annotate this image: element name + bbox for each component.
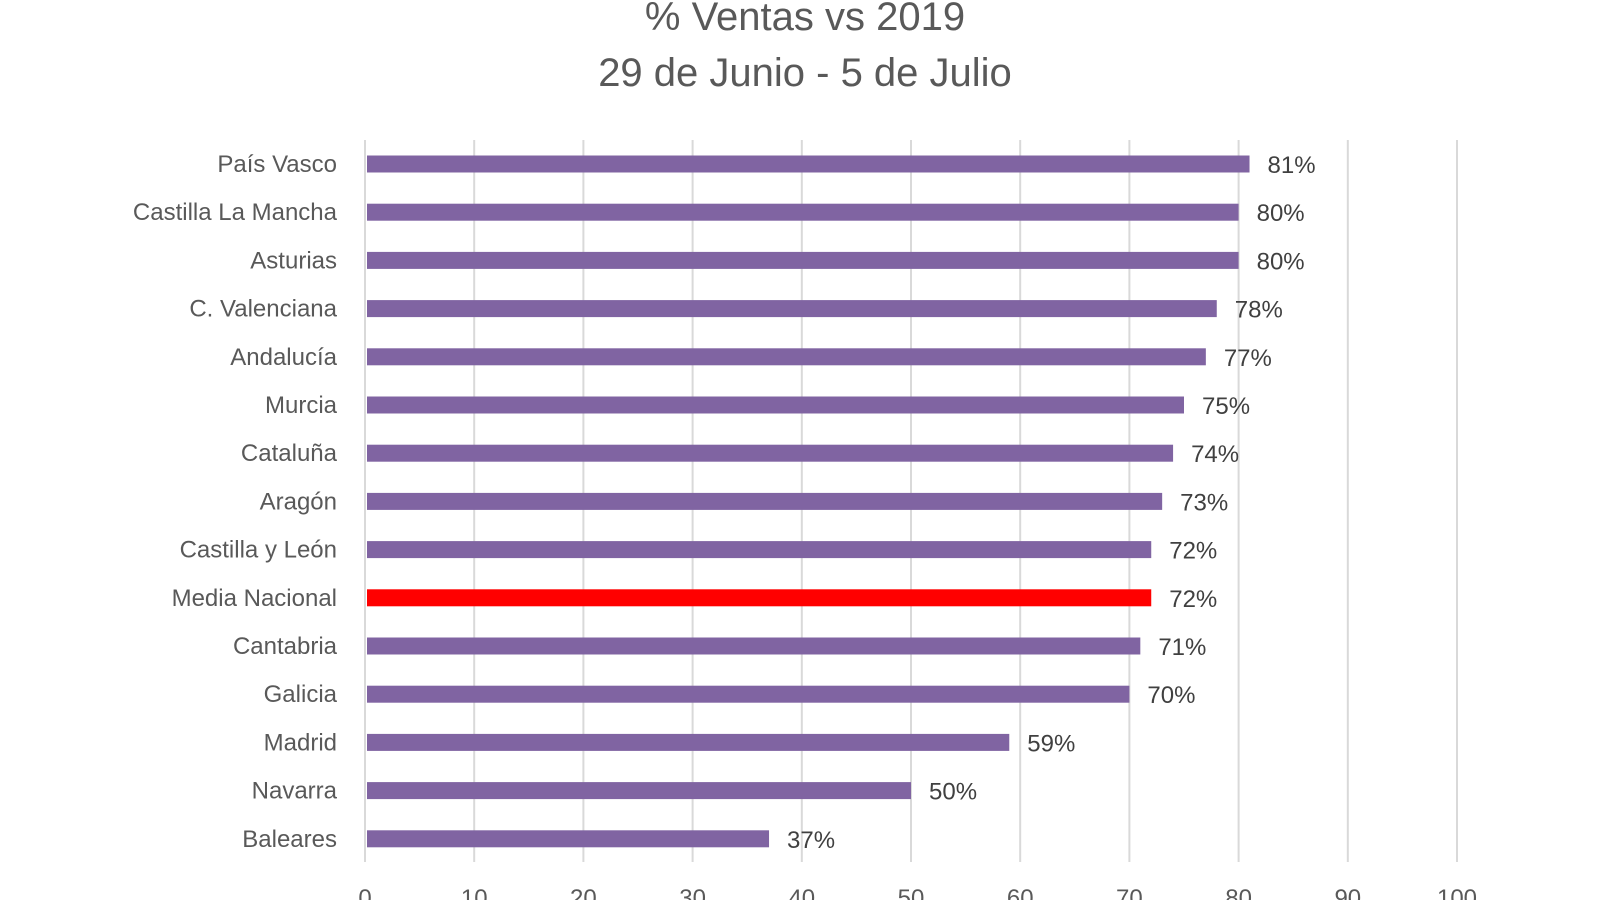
x-tick-label: 80 (1225, 885, 1252, 900)
data-label: 72% (1169, 586, 1217, 613)
data-label: 77% (1224, 345, 1272, 372)
category-label: País Vasco (217, 151, 337, 178)
bar (367, 492, 1163, 510)
x-tick-label: 30 (679, 885, 706, 900)
category-label: Asturias (250, 247, 337, 274)
bar (367, 155, 1250, 173)
bar (367, 396, 1184, 414)
category-label: Galicia (264, 681, 338, 708)
x-axis-ticks: 0 10 20 30 40 50 60 70 80 90 100 (358, 885, 1477, 900)
bar (367, 251, 1239, 269)
data-label: 70% (1147, 682, 1195, 709)
category-labels: País Vasco Castilla La Mancha Asturias C. V… (133, 151, 338, 853)
data-label: 78% (1235, 297, 1283, 324)
bar (367, 685, 1130, 703)
data-label: 73% (1180, 489, 1228, 516)
category-label: Media Nacional (172, 585, 337, 612)
category-label: Cataluña (241, 440, 338, 467)
chart-subtitle: 29 de Junio - 5 de Julio (598, 51, 1012, 95)
bar (367, 733, 1010, 751)
data-label: 74% (1191, 441, 1239, 468)
bar (367, 348, 1206, 366)
chart-title: % Ventas vs 2019 (645, 0, 965, 39)
data-label: 50% (929, 779, 977, 806)
category-label: C. Valenciana (189, 296, 337, 323)
x-tick-label: 20 (570, 885, 597, 900)
data-label: 37% (787, 827, 835, 854)
bar (367, 830, 770, 848)
x-tick-label: 70 (1116, 885, 1143, 900)
x-tick-label: 40 (788, 885, 815, 900)
bar (367, 637, 1141, 655)
x-tick-label: 10 (461, 885, 488, 900)
bars (367, 155, 1250, 848)
bar (367, 444, 1174, 462)
category-label: Murcia (265, 392, 338, 419)
bar (367, 541, 1152, 559)
category-label: Madrid (264, 729, 337, 756)
x-tick-label: 0 (358, 885, 371, 900)
category-label: Navarra (252, 778, 338, 805)
x-tick-label: 90 (1334, 885, 1361, 900)
category-label: Andalucía (230, 344, 337, 371)
data-label: 80% (1257, 248, 1305, 275)
category-label: Baleares (242, 826, 337, 853)
x-tick-label: 100 (1437, 885, 1477, 900)
data-label: 80% (1257, 200, 1305, 227)
category-label: Cantabria (233, 633, 338, 660)
data-label: 72% (1169, 538, 1217, 565)
data-label: 71% (1158, 634, 1206, 661)
data-labels: 81% 80% 80% 78% 77% 75% 74% 73% 72% 72% 71% 70% 59% 5… (787, 152, 1316, 854)
data-label: 75% (1202, 393, 1250, 420)
x-tick-label: 50 (898, 885, 925, 900)
bar (367, 300, 1217, 318)
data-label: 59% (1027, 730, 1075, 757)
x-tick-label: 60 (1007, 885, 1034, 900)
category-label: Castilla y León (180, 537, 337, 564)
bar (367, 782, 911, 800)
category-label: Aragón (260, 488, 337, 515)
category-label: Castilla La Mancha (133, 199, 338, 226)
data-label: 81% (1268, 152, 1316, 179)
highlight-bar (367, 589, 1152, 607)
bar (367, 203, 1239, 221)
